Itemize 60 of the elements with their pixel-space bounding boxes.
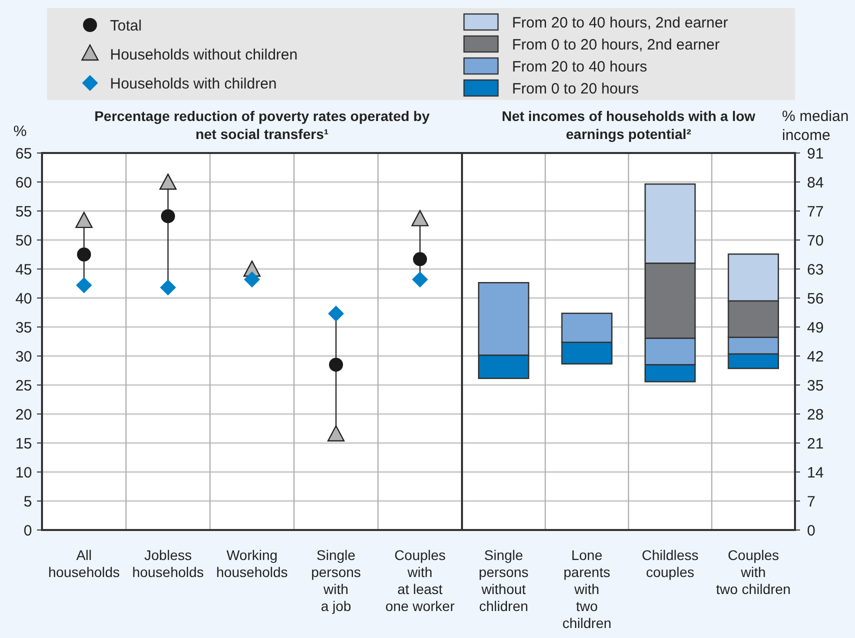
x-tick-label: Couples with at least one worker (385, 547, 455, 614)
y-tick-label: 28 (807, 406, 824, 424)
x-tick-label: Childless couples (642, 547, 699, 580)
chart-title: Percentage reduction of poverty rates operated by net social transfers¹ (94, 108, 430, 142)
y-tick-label: 55 (15, 203, 32, 220)
y-tick-label: 70 (807, 232, 824, 250)
y-tick-label: 91 (807, 145, 824, 162)
legend-label: From 20 to 40 hours, 2nd earner (512, 14, 728, 32)
y-tick-label: 65 (15, 145, 32, 162)
y-tick-label: 35 (15, 319, 32, 336)
point (411, 210, 429, 226)
point (159, 174, 177, 190)
legend-label: From 0 to 20 hours (512, 80, 639, 98)
y-tick-label: 30 (15, 348, 32, 366)
y-tick-label: 49 (807, 319, 824, 336)
y-tick-label: 21 (807, 435, 824, 452)
chart-title: Net incomes of households with a low earnings potential² (502, 108, 756, 142)
point (413, 252, 427, 266)
y-tick-label: 45 (15, 261, 32, 278)
x-tick-label: Single persons with a job (311, 547, 361, 614)
y-axis-title: % median income (782, 108, 849, 144)
y-tick-label: 84 (807, 174, 824, 192)
point (161, 209, 175, 224)
y-tick-label: 63 (807, 261, 824, 278)
point (75, 212, 93, 228)
y-tick-label: 0 (807, 522, 816, 540)
y-tick-label: 77 (807, 203, 824, 220)
x-tick-label: Working households (216, 547, 288, 580)
legend-label: Households with children (110, 75, 277, 92)
point (244, 271, 260, 288)
legend-label: Households without children (110, 46, 298, 64)
point (329, 358, 343, 372)
point (160, 280, 176, 296)
point (328, 306, 344, 322)
point (76, 277, 92, 294)
point (77, 248, 91, 262)
x-tick-label: Couples with two children (716, 547, 791, 597)
point (412, 271, 428, 288)
y-tick-label: 42 (807, 348, 824, 366)
y-tick-label: 25 (15, 377, 32, 394)
y-tick-label: 35 (807, 377, 824, 394)
y-tick-label: 20 (15, 406, 32, 424)
legend-label: From 20 to 40 hours (512, 58, 648, 76)
legend-label: Total (110, 17, 142, 34)
y-tick-label: 10 (15, 464, 32, 482)
y-tick-label: 5 (24, 493, 32, 510)
y-tick-label: 14 (807, 464, 824, 482)
x-tick-label: Jobless households (132, 547, 204, 580)
x-tick-label: All households (48, 547, 120, 580)
y-tick-label: 15 (15, 435, 32, 452)
y-axis-title: % (13, 123, 27, 140)
x-tick-label: Lone parents with two children (562, 547, 612, 631)
y-tick-label: 0 (24, 522, 32, 540)
x-tick-label: Single persons without chlidren (478, 547, 529, 614)
y-tick-label: 40 (15, 290, 32, 308)
y-tick-label: 50 (15, 232, 32, 250)
y-tick-label: 60 (15, 174, 32, 192)
y-tick-label: 7 (807, 493, 816, 510)
y-tick-label: 56 (807, 290, 824, 308)
legend-label: From 0 to 20 hours, 2nd earner (512, 36, 720, 54)
